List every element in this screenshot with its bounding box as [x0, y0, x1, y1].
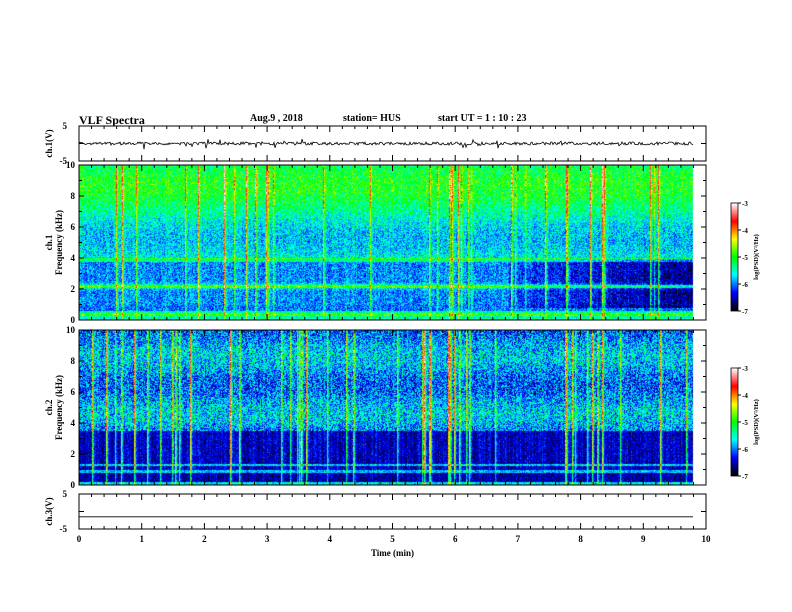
- y-axis-label: ch.2: [44, 399, 54, 415]
- ch1-spectrogram-image: [79, 165, 706, 320]
- colorbar-tick-label: -3: [742, 365, 748, 373]
- y-tick-label: 4: [71, 418, 76, 428]
- colorbar-tick-label: -5: [742, 419, 748, 427]
- colorbar-label: log(PSD)(V²/Hz): [753, 234, 760, 280]
- colorbar-tick-label: -7: [742, 308, 748, 316]
- y-tick-label: -5: [60, 156, 68, 166]
- x-tick-label: 9: [641, 534, 646, 544]
- y-axis-label: ch.1(V): [44, 129, 54, 157]
- colorbar-label: log(PSD)(V²/Hz): [753, 399, 760, 445]
- colorbar-tick-label: -6: [742, 446, 748, 454]
- y-tick-label: 6: [71, 222, 76, 232]
- ch2-colorbar-gradient: [731, 368, 738, 476]
- x-tick-label: 10: [702, 534, 712, 544]
- station-label: station= HUS: [343, 113, 401, 124]
- colorbar-frame: [730, 367, 739, 477]
- y-tick-label: 2: [71, 284, 76, 294]
- x-axis-label: Time (min): [371, 548, 414, 558]
- x-tick-label: 7: [516, 534, 521, 544]
- waveform-trace-ch1: [78, 138, 694, 150]
- panel-frame-2: [78, 329, 707, 486]
- ch2-spectrogram-image: [79, 330, 706, 485]
- x-tick-label: 3: [265, 534, 270, 544]
- colorbar-tick-label: -7: [742, 473, 748, 481]
- colorbar-tick-label: -6: [742, 281, 748, 289]
- x-tick-label: 2: [202, 534, 207, 544]
- date-label: Aug.9 , 2018: [250, 113, 303, 124]
- y-tick-label: 4: [71, 253, 76, 263]
- y-tick-label: 10: [66, 325, 76, 335]
- chart-title: VLF Spectra: [79, 113, 145, 127]
- colorbar-frame: [730, 202, 739, 312]
- y-tick-label: 8: [71, 191, 76, 201]
- y-tick-label: -5: [60, 524, 68, 534]
- start-time-label: start UT = 1 : 10 : 23: [438, 113, 527, 124]
- y-tick-label: 5: [63, 489, 68, 499]
- panel-frame-1: [78, 164, 707, 321]
- y-tick-label: 10: [66, 160, 76, 170]
- y-axis-label: ch.3(V): [44, 497, 54, 525]
- x-tick-label: 1: [139, 534, 144, 544]
- ch1-colorbar-gradient: [731, 203, 738, 311]
- y-tick-label: 5: [63, 121, 68, 131]
- y-tick-label: 0: [71, 315, 76, 325]
- x-tick-label: 5: [390, 534, 395, 544]
- y-tick-label: 6: [71, 387, 76, 397]
- x-tick-label: 0: [77, 534, 82, 544]
- y-axis-label: Frequency (kHz): [54, 210, 64, 275]
- x-tick-label: 8: [578, 534, 583, 544]
- colorbar-tick-label: -5: [742, 254, 748, 262]
- colorbar-tick-label: -4: [742, 392, 748, 400]
- y-tick-label: 8: [71, 356, 76, 366]
- x-tick-label: 6: [453, 534, 458, 544]
- x-tick-label: 4: [328, 534, 333, 544]
- colorbar-tick-label: -3: [742, 200, 748, 208]
- y-axis-label: Frequency (kHz): [54, 375, 64, 440]
- y-axis-label: ch.1: [44, 234, 54, 250]
- colorbar-tick-label: -4: [742, 227, 748, 235]
- y-tick-label: 0: [71, 480, 76, 490]
- y-tick-label: 2: [71, 449, 76, 459]
